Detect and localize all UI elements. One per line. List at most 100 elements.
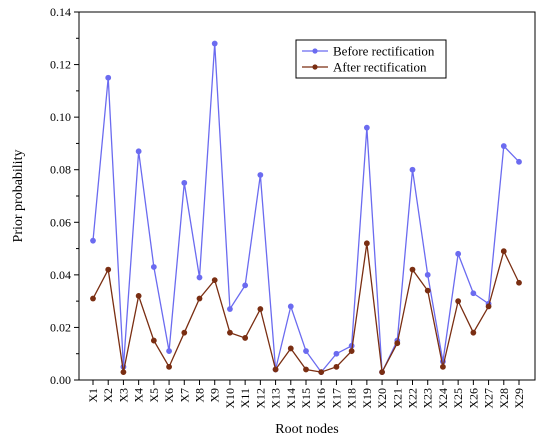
data-point bbox=[257, 306, 264, 312]
x-tick-label: X2 bbox=[101, 388, 115, 403]
x-tick-label: X17 bbox=[329, 388, 343, 409]
x-axis-title: Root nodes bbox=[275, 422, 338, 437]
x-tick-label: X28 bbox=[497, 388, 511, 409]
series-line bbox=[92, 43, 520, 375]
x-tick-label: X14 bbox=[284, 388, 298, 409]
x-tick-label: X6 bbox=[162, 388, 176, 403]
x-tick-label: X25 bbox=[451, 388, 465, 409]
y-tick-label: 0.08 bbox=[50, 163, 71, 177]
x-tick-label: X26 bbox=[466, 388, 480, 409]
data-point bbox=[105, 266, 112, 273]
data-point bbox=[516, 158, 522, 165]
y-axis-title: Prior probability bbox=[11, 150, 26, 243]
data-point bbox=[120, 369, 127, 376]
data-point bbox=[150, 264, 157, 270]
x-tick-label: X27 bbox=[482, 388, 496, 409]
data-point bbox=[242, 282, 249, 289]
x-tick-label: X8 bbox=[193, 388, 207, 403]
x-tick-label: X12 bbox=[253, 388, 267, 409]
data-point bbox=[166, 363, 172, 370]
x-tick-label: X7 bbox=[177, 388, 191, 403]
x-tick-label: X5 bbox=[147, 388, 161, 403]
legend-label: Before rectification bbox=[333, 44, 435, 59]
data-point bbox=[150, 337, 157, 344]
y-tick-label: 0.10 bbox=[50, 110, 71, 124]
x-tick-label: X3 bbox=[116, 388, 130, 403]
x-tick-label: X21 bbox=[390, 388, 404, 409]
data-point bbox=[424, 287, 431, 294]
data-point bbox=[211, 277, 218, 284]
legend-marker bbox=[312, 64, 318, 70]
data-point bbox=[485, 303, 492, 310]
x-tick-label: X19 bbox=[360, 388, 374, 409]
x-tick-label: X24 bbox=[436, 388, 450, 409]
axes-layer: 0.00 0.02 0.04 0.06 0.08 0.10 0.12 0.14 X1 X2 X3 X4… bbox=[50, 5, 536, 409]
x-tick-label: X20 bbox=[375, 388, 389, 409]
data-point bbox=[470, 329, 477, 336]
y-tick-label: 0.06 bbox=[50, 215, 71, 229]
y-tick-label: 0.02 bbox=[50, 320, 71, 334]
x-tick-label: X1 bbox=[86, 388, 100, 403]
data-point bbox=[409, 166, 416, 173]
legend-label: After rectification bbox=[333, 60, 427, 75]
data-point bbox=[135, 292, 142, 299]
data-point bbox=[272, 366, 279, 373]
data-point bbox=[440, 363, 446, 370]
x-tick-label: X23 bbox=[421, 388, 435, 409]
data-point bbox=[196, 295, 203, 302]
data-point bbox=[242, 335, 249, 341]
data-point bbox=[181, 179, 188, 186]
x-tick-label: X16 bbox=[314, 388, 328, 409]
series-layer bbox=[90, 40, 522, 376]
data-point bbox=[257, 172, 264, 178]
series-2 bbox=[90, 240, 522, 376]
data-point bbox=[470, 290, 477, 297]
x-tick-label: X10 bbox=[223, 388, 237, 409]
data-point bbox=[181, 329, 188, 336]
y-tick-label: 0.14 bbox=[50, 5, 71, 19]
data-point bbox=[333, 350, 340, 357]
legend-marker bbox=[312, 48, 318, 54]
data-point bbox=[500, 248, 507, 255]
data-point bbox=[303, 366, 309, 373]
x-tick-label: X13 bbox=[269, 388, 283, 409]
data-point bbox=[90, 295, 96, 302]
y-tick-label: 0.12 bbox=[50, 58, 71, 72]
legend-box bbox=[295, 39, 447, 79]
data-point bbox=[318, 369, 325, 376]
x-tick-label: X15 bbox=[299, 388, 313, 409]
data-point bbox=[455, 250, 462, 257]
data-point bbox=[303, 348, 309, 354]
x-tick-label: X9 bbox=[208, 388, 222, 403]
data-point bbox=[90, 237, 96, 244]
x-tick-label: X18 bbox=[345, 388, 359, 409]
x-tick-label: X22 bbox=[406, 388, 420, 409]
x-tick-label: X4 bbox=[132, 388, 146, 403]
data-point bbox=[287, 303, 294, 310]
x-tick-label: X29 bbox=[512, 388, 526, 409]
data-point bbox=[379, 369, 385, 376]
series-1 bbox=[90, 40, 522, 376]
data-point bbox=[363, 124, 370, 131]
data-point bbox=[348, 348, 355, 354]
data-point bbox=[363, 240, 370, 247]
data-point bbox=[211, 40, 218, 47]
data-point bbox=[105, 74, 112, 81]
x-tick-label: X11 bbox=[238, 388, 252, 408]
y-tick-label: 0.00 bbox=[50, 373, 71, 387]
y-tick-label: 0.04 bbox=[50, 268, 71, 282]
data-point bbox=[227, 306, 233, 312]
data-point bbox=[166, 348, 172, 354]
data-point bbox=[287, 345, 294, 352]
data-point bbox=[455, 298, 462, 305]
data-point bbox=[227, 329, 233, 336]
data-point bbox=[333, 363, 340, 370]
data-point bbox=[394, 340, 401, 347]
data-point bbox=[500, 143, 507, 149]
data-point bbox=[424, 271, 431, 278]
data-point bbox=[516, 279, 522, 286]
data-point bbox=[196, 274, 203, 281]
data-point bbox=[409, 266, 416, 273]
